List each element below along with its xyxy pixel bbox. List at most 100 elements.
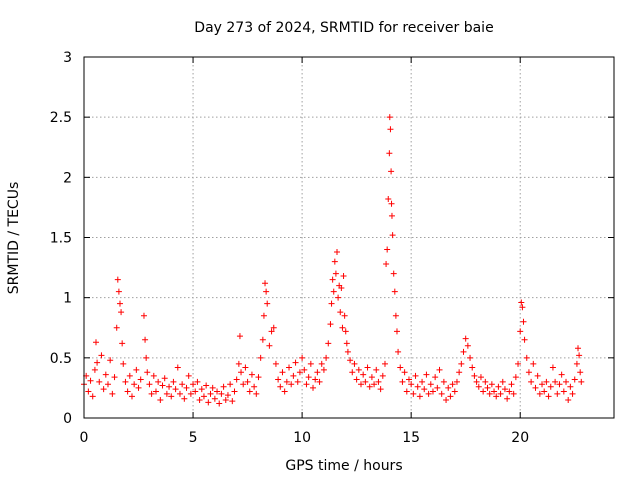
data-point	[224, 392, 231, 399]
data-point	[157, 396, 164, 403]
data-point	[116, 300, 123, 307]
data-point	[334, 248, 341, 255]
data-point	[155, 378, 162, 385]
data-point	[447, 393, 454, 400]
data-point	[235, 360, 242, 367]
data-point	[288, 381, 295, 388]
data-point	[142, 336, 149, 343]
data-point	[222, 396, 229, 403]
data-point	[386, 150, 393, 157]
data-point	[205, 399, 212, 406]
y-tick-label: 0	[63, 411, 72, 427]
data-point	[248, 371, 255, 378]
data-point	[236, 333, 243, 340]
data-point	[388, 212, 395, 219]
chart-title: Day 273 of 2024, SRMTID for receiver bai…	[194, 20, 493, 36]
data-point	[530, 360, 537, 367]
x-tick-label: 5	[189, 430, 198, 446]
data-point	[144, 369, 151, 376]
data-point	[388, 168, 395, 175]
data-point	[475, 383, 482, 390]
data-point	[397, 364, 404, 371]
data-point	[552, 378, 559, 385]
data-point	[427, 381, 434, 388]
data-point	[510, 390, 517, 397]
data-point	[392, 312, 399, 319]
data-point	[150, 372, 157, 379]
data-point	[387, 126, 394, 133]
data-point	[477, 374, 484, 381]
data-point	[434, 384, 441, 391]
data-point	[467, 354, 474, 361]
data-point	[401, 369, 408, 376]
data-point	[381, 360, 388, 367]
data-point	[264, 300, 271, 307]
data-point	[567, 383, 574, 390]
data-point	[429, 388, 436, 395]
data-point	[137, 376, 144, 383]
data-point	[209, 384, 216, 391]
data-point	[399, 378, 406, 385]
data-point	[414, 383, 421, 390]
data-point	[515, 360, 522, 367]
data-point	[87, 377, 94, 384]
x-tick-label: 10	[293, 430, 311, 446]
data-point	[242, 364, 249, 371]
data-point	[140, 312, 147, 319]
data-point	[257, 354, 264, 361]
data-point	[565, 396, 572, 403]
data-point	[340, 273, 347, 280]
data-point	[469, 364, 476, 371]
data-point	[104, 381, 111, 388]
data-point	[341, 312, 348, 319]
data-point	[281, 388, 288, 395]
data-point	[493, 393, 500, 400]
data-point	[102, 371, 109, 378]
data-point	[330, 288, 337, 295]
data-point	[421, 386, 428, 393]
data-point	[386, 114, 393, 121]
data-point	[266, 342, 273, 349]
data-point	[316, 378, 323, 385]
y-axis-ticks: 0 0.5 1 1.5 2 2.5 3	[50, 50, 614, 427]
data-point	[547, 383, 554, 390]
data-point	[207, 390, 214, 397]
data-point	[196, 396, 203, 403]
data-point	[403, 388, 410, 395]
data-point	[192, 388, 199, 395]
data-point	[176, 390, 183, 397]
data-point	[486, 390, 493, 397]
data-point	[325, 340, 332, 347]
data-point	[440, 378, 447, 385]
data-point	[253, 390, 260, 397]
data-point	[327, 321, 334, 328]
grid	[84, 57, 614, 418]
data-point	[203, 382, 210, 389]
data-point	[543, 378, 550, 385]
data-point	[283, 378, 290, 385]
data-point	[436, 366, 443, 373]
data-point	[152, 388, 159, 395]
data-point	[534, 372, 541, 379]
data-point	[260, 312, 267, 319]
data-point	[294, 378, 301, 385]
data-point	[161, 375, 168, 382]
data-point	[244, 378, 251, 385]
x-tick-label: 0	[80, 430, 89, 446]
data-point	[578, 378, 585, 385]
data-point	[200, 393, 207, 400]
data-point	[262, 280, 269, 287]
data-point	[120, 360, 127, 367]
data-point	[251, 383, 258, 390]
data-point	[148, 390, 155, 397]
data-point	[506, 388, 513, 395]
data-point	[545, 393, 552, 400]
data-point	[128, 393, 135, 400]
data-point	[518, 299, 525, 306]
data-point	[343, 340, 350, 347]
data-point	[569, 390, 576, 397]
data-point	[416, 393, 423, 400]
data-point	[462, 335, 469, 342]
data-point	[491, 388, 498, 395]
